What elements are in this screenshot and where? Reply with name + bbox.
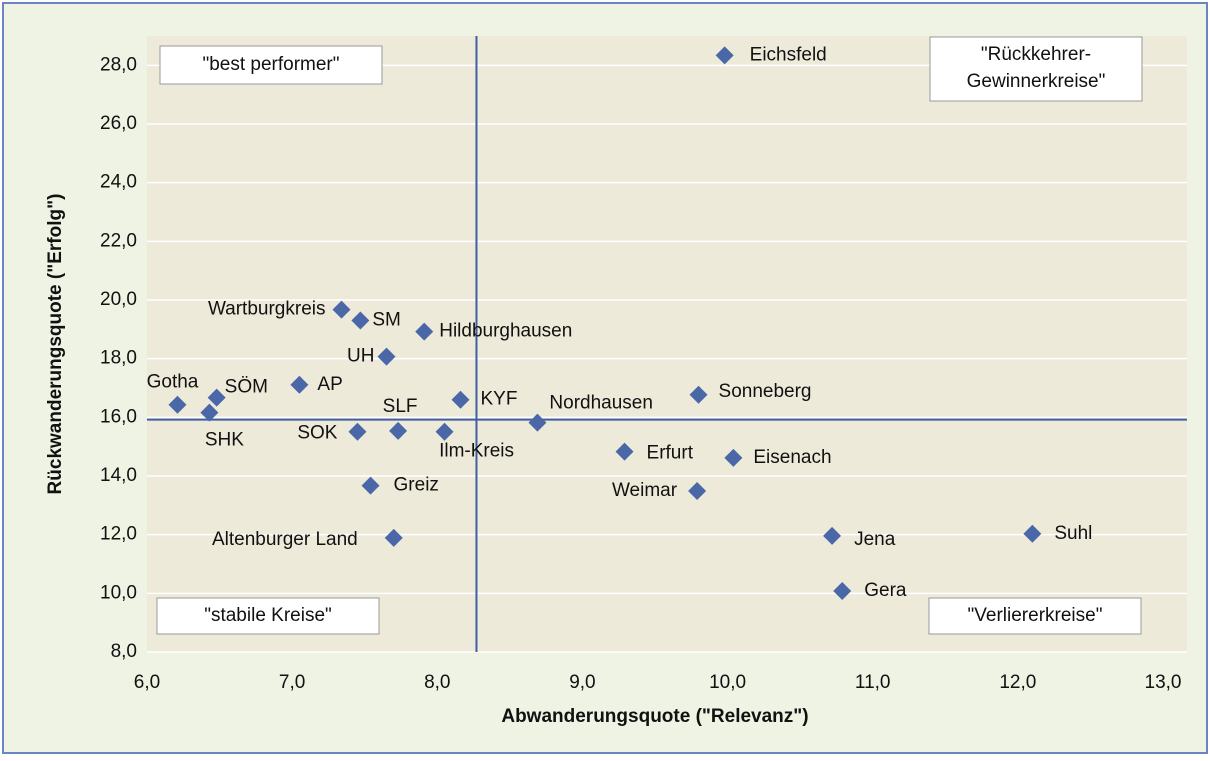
annotation-box	[156, 597, 380, 635]
annotation-box	[159, 45, 383, 85]
point	[351, 311, 370, 330]
point-label: Jena	[854, 529, 896, 550]
point	[724, 448, 743, 467]
y-tick-label: 24,0	[100, 172, 137, 193]
point	[389, 421, 408, 440]
point-label: Wartburgkreis	[208, 299, 326, 320]
point-label: Eichsfeld	[750, 44, 827, 65]
annotation: "stabile Kreise"	[204, 605, 332, 626]
x-tick-label: 10,0	[709, 672, 746, 693]
point-label: Ilm-Kreis	[439, 441, 514, 462]
point-label: Eisenach	[753, 447, 831, 468]
x-tick-label: 12,0	[999, 672, 1036, 693]
y-tick-label: 26,0	[100, 113, 137, 134]
point	[615, 442, 634, 461]
y-tick-label: 14,0	[100, 465, 137, 486]
point-label: KYF	[481, 389, 518, 410]
point-label: SOK	[297, 423, 337, 444]
y-tick-label: 8,0	[111, 641, 137, 662]
y-tick-label: 10,0	[100, 582, 137, 603]
annotation-box	[929, 36, 1143, 102]
point-label: SM	[372, 310, 401, 331]
x-tick-label: 11,0	[855, 672, 891, 693]
point-label: SHK	[205, 430, 244, 451]
point	[688, 481, 707, 500]
point-label: Sonneberg	[719, 381, 812, 402]
plot-area	[147, 36, 1187, 652]
point	[415, 322, 434, 341]
point	[715, 46, 734, 65]
point-label: UH	[347, 346, 374, 367]
x-tick-label: 9,0	[569, 672, 595, 693]
x-tick-label: 6,0	[134, 672, 160, 693]
y-tick-label: 20,0	[100, 289, 137, 310]
point-label: Erfurt	[647, 443, 694, 464]
point	[451, 390, 470, 409]
point	[833, 581, 852, 600]
x-tick-label: 8,0	[424, 672, 450, 693]
y-axis-title: Rückwanderungsquote ("Erfolg")	[45, 194, 66, 495]
point	[332, 300, 351, 319]
point	[168, 395, 187, 414]
point	[290, 375, 309, 394]
y-tick-label: 22,0	[100, 230, 137, 251]
point	[361, 476, 380, 495]
point-label: AP	[317, 374, 342, 395]
annotation: "Verliererkreise"	[968, 605, 1103, 626]
point	[823, 526, 842, 545]
point	[384, 528, 403, 547]
point-label: Gera	[864, 580, 907, 601]
point	[200, 403, 219, 422]
point	[689, 385, 708, 404]
point-label: Greiz	[394, 475, 439, 496]
point-label: SÖM	[225, 377, 268, 398]
y-tick-label: 16,0	[100, 406, 137, 427]
y-tick-label: 12,0	[100, 524, 137, 545]
y-tick-label: 28,0	[100, 54, 137, 75]
x-axis-title: Abwanderungsquote ("Relevanz")	[501, 706, 808, 727]
point	[435, 422, 454, 441]
point-label: Suhl	[1054, 523, 1092, 544]
point-label: Nordhausen	[549, 393, 653, 414]
point	[348, 422, 367, 441]
y-tick-label: 18,0	[100, 348, 137, 369]
point	[528, 413, 547, 432]
annotation-box	[928, 597, 1142, 635]
point	[1023, 524, 1042, 543]
point-label: SLF	[383, 396, 418, 417]
point-label: Gotha	[147, 372, 199, 393]
point	[207, 388, 226, 407]
annotation: "Rückkehrer-Gewinnerkreise"	[967, 44, 1106, 92]
x-tick-label: 13,0	[1145, 672, 1182, 693]
point	[377, 347, 396, 366]
point-label: Hildburghausen	[439, 321, 572, 342]
point-label: Weimar	[612, 480, 678, 501]
x-tick-label: 7,0	[279, 672, 305, 693]
annotation: "best performer"	[202, 54, 339, 75]
point-label: Altenburger Land	[212, 529, 358, 550]
